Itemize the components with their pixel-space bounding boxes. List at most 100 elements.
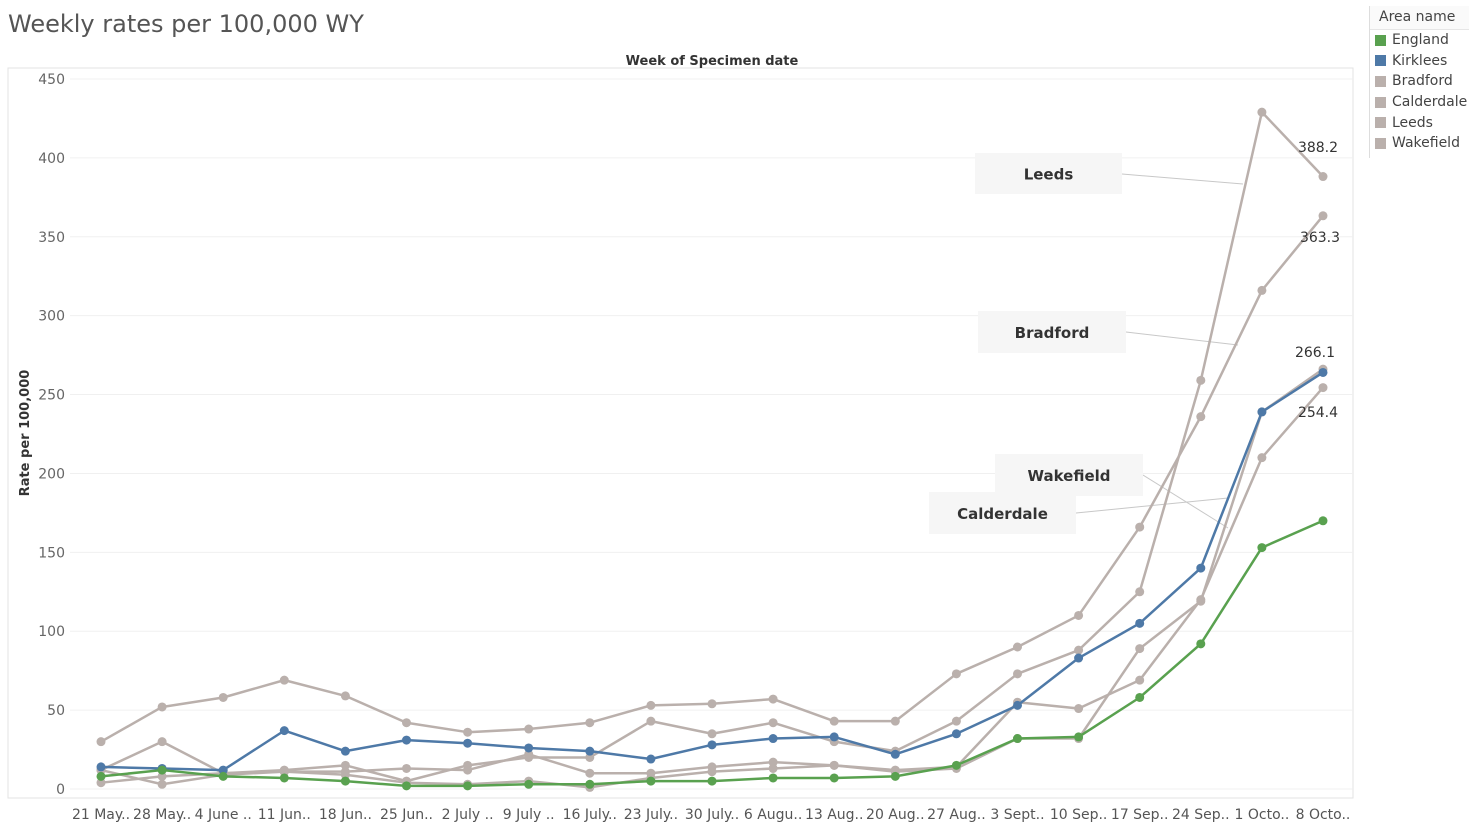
point-bradford bbox=[96, 737, 106, 747]
point-kirklees bbox=[829, 732, 839, 742]
y-axis-label: Rate per 100,000 bbox=[18, 370, 33, 497]
point-england bbox=[646, 776, 656, 786]
series-line-calderdale bbox=[100, 386, 1324, 786]
end-label-calderdale: 254.4 bbox=[1298, 405, 1338, 421]
end-label-bradford: 363.3 bbox=[1300, 230, 1340, 246]
legend-item-calderdale[interactable]: Calderdale bbox=[1369, 92, 1469, 113]
point-bradford bbox=[402, 718, 411, 728]
point-leeds bbox=[1074, 645, 1084, 655]
point-kirklees bbox=[96, 762, 106, 772]
point-calderdale bbox=[1135, 675, 1145, 685]
x-tick-label: 30 July.. bbox=[685, 807, 739, 823]
point-calderdale bbox=[1318, 383, 1328, 393]
legend-item-bradford[interactable]: Bradford bbox=[1369, 71, 1469, 92]
point-kirklees bbox=[279, 726, 289, 736]
x-tick-label: 11 Jun.. bbox=[258, 807, 311, 823]
point-bradford bbox=[1257, 285, 1267, 295]
y-tick-label: 0 bbox=[56, 782, 65, 798]
point-leeds bbox=[1196, 375, 1206, 385]
point-bradford bbox=[1074, 610, 1084, 620]
point-calderdale bbox=[1074, 704, 1084, 714]
point-kirklees bbox=[890, 749, 900, 759]
point-england bbox=[1074, 732, 1084, 742]
legend-item-wakefield[interactable]: Wakefield bbox=[1369, 133, 1469, 154]
legend-label: Bradford bbox=[1392, 73, 1453, 90]
point-bradford bbox=[768, 694, 778, 704]
annotation-label-calderdale: Calderdale bbox=[957, 505, 1048, 523]
series-line-wakefield bbox=[100, 368, 1324, 789]
legend-swatch bbox=[1375, 55, 1386, 67]
point-england bbox=[402, 781, 411, 791]
legend-label: Leeds bbox=[1392, 114, 1433, 131]
point-england bbox=[524, 779, 534, 789]
point-wakefield bbox=[157, 771, 167, 781]
point-england bbox=[585, 779, 595, 789]
legend-title: Area name bbox=[1369, 6, 1469, 30]
x-tick-label: 20 Aug.. bbox=[866, 807, 925, 823]
point-leeds bbox=[646, 716, 656, 726]
y-tick-label: 450 bbox=[38, 72, 65, 88]
legend-label: England bbox=[1392, 32, 1449, 49]
point-wakefield bbox=[340, 770, 350, 780]
x-tick-label: 3 Sept.. bbox=[990, 807, 1044, 823]
point-bradford bbox=[1318, 211, 1328, 221]
legend-swatch bbox=[1375, 34, 1386, 46]
point-kirklees bbox=[585, 746, 595, 756]
legend-items: England Kirklees Bradford Calderdale Leeds Wa… bbox=[1369, 30, 1469, 154]
x-tick-label: 6 Augu.. bbox=[744, 807, 802, 823]
x-tick-label: 1 Octo.. bbox=[1235, 807, 1290, 823]
point-kirklees bbox=[1257, 407, 1267, 417]
point-england bbox=[1196, 639, 1206, 649]
point-kirklees bbox=[340, 746, 350, 756]
point-england bbox=[829, 773, 839, 783]
annotation-box bbox=[995, 454, 1143, 496]
x-tick-label: 17 Sep.. bbox=[1111, 807, 1169, 823]
point-leeds bbox=[1318, 172, 1328, 182]
plot-frame bbox=[7, 67, 1354, 799]
annotation-leader bbox=[1125, 331, 1239, 346]
top-axis-label: Week of Specimen date bbox=[626, 54, 799, 69]
legend-item-kirklees[interactable]: Kirklees bbox=[1369, 51, 1469, 72]
point-england bbox=[1318, 516, 1328, 526]
point-bradford bbox=[218, 692, 228, 702]
point-bradford bbox=[279, 675, 289, 685]
point-england bbox=[463, 781, 473, 791]
point-england bbox=[707, 776, 717, 786]
y-tick-label: 250 bbox=[38, 388, 65, 404]
point-kirklees bbox=[463, 738, 473, 748]
legend-divider bbox=[1369, 6, 1370, 158]
point-leeds bbox=[157, 737, 167, 747]
x-tick-label: 16 July.. bbox=[563, 807, 617, 823]
point-bradford bbox=[524, 724, 534, 734]
point-england bbox=[279, 773, 289, 783]
legend-item-leeds[interactable]: Leeds bbox=[1369, 112, 1469, 133]
point-leeds bbox=[951, 716, 961, 726]
point-kirklees bbox=[768, 734, 778, 744]
point-bradford bbox=[646, 700, 656, 710]
y-tick-label: 150 bbox=[38, 545, 65, 561]
point-leeds bbox=[707, 729, 717, 739]
legend-swatch bbox=[1375, 137, 1386, 149]
point-leeds bbox=[340, 760, 350, 770]
legend-label: Calderdale bbox=[1392, 94, 1468, 111]
annotation-label-leeds: Leeds bbox=[1024, 166, 1074, 184]
annotation-leader bbox=[1121, 173, 1244, 185]
point-bradford bbox=[463, 727, 473, 737]
annotation-label-wakefield: Wakefield bbox=[1027, 467, 1110, 485]
x-tick-label: 9 July .. bbox=[503, 807, 555, 823]
point-leeds bbox=[1013, 669, 1022, 679]
point-leeds bbox=[1135, 587, 1145, 597]
point-bradford bbox=[157, 702, 167, 712]
point-bradford bbox=[951, 669, 961, 679]
legend-item-england[interactable]: England bbox=[1369, 30, 1469, 51]
x-tick-label: 18 Jun.. bbox=[319, 807, 372, 823]
point-england bbox=[340, 776, 350, 786]
end-label-wakefield: 266.1 bbox=[1295, 345, 1335, 361]
point-wakefield bbox=[279, 767, 289, 777]
point-leeds bbox=[463, 760, 473, 770]
x-tick-label: 4 June .. bbox=[195, 807, 252, 823]
point-england bbox=[218, 771, 228, 781]
y-tick-label: 100 bbox=[38, 624, 65, 640]
point-wakefield bbox=[96, 778, 106, 788]
legend: Area name England Kirklees Bradford Calderd… bbox=[1369, 6, 1469, 154]
